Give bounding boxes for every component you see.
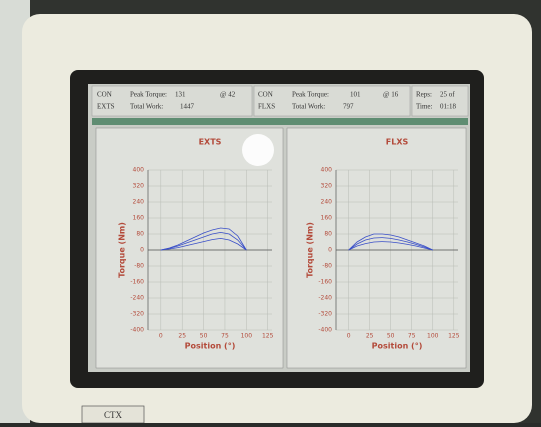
x-tick-label: 125 <box>262 333 274 340</box>
photo: CON Peak Torque: 131 @ 42 EXTS Total Wor… <box>0 0 541 423</box>
header-text: Reps: <box>416 91 432 99</box>
y-tick-label: -80 <box>134 263 144 270</box>
x-tick-label: 100 <box>241 333 253 340</box>
y-tick-label: 320 <box>321 183 333 190</box>
header-text: CON <box>258 91 273 99</box>
x-axis-label: Position (°) <box>372 342 423 351</box>
header-text: CON <box>97 91 112 99</box>
bezel-label: CTX <box>104 410 123 420</box>
x-tick-label: 25 <box>366 333 374 340</box>
y-tick-label: -400 <box>130 327 144 334</box>
y-tick-label: 0 <box>140 247 144 254</box>
header-text: @ 42 <box>220 91 236 99</box>
chart-title: EXTS <box>199 138 222 147</box>
header-text: @ 16 <box>383 91 399 99</box>
x-tick-label: 125 <box>448 333 460 340</box>
header-text: 131 <box>175 91 186 99</box>
header-text: FLXS <box>258 103 275 111</box>
x-tick-label: 75 <box>408 333 416 340</box>
y-tick-label: 400 <box>133 167 145 174</box>
x-axis-label: Position (°) <box>185 342 236 351</box>
x-tick-label: 50 <box>200 333 208 340</box>
y-tick-label: 240 <box>321 199 333 206</box>
header-text: Time: <box>416 103 433 111</box>
y-tick-label: 80 <box>136 231 144 238</box>
status-bar <box>92 118 468 125</box>
y-axis-label: Torque (Nm) <box>118 222 127 278</box>
glare <box>242 134 274 166</box>
y-tick-label: 320 <box>133 183 145 190</box>
y-tick-label: -320 <box>130 311 144 318</box>
y-tick-label: -400 <box>318 327 332 334</box>
header-text: 101 <box>350 91 361 99</box>
x-tick-label: 0 <box>347 333 351 340</box>
y-tick-label: 0 <box>328 247 332 254</box>
header-text: 01:18 <box>440 103 456 111</box>
y-tick-label: -240 <box>318 295 332 302</box>
header-text: Total Work: <box>292 103 325 111</box>
y-tick-label: -160 <box>130 279 144 286</box>
header-text: EXTS <box>97 103 115 111</box>
x-tick-label: 100 <box>427 333 439 340</box>
header-text: Peak Torque: <box>292 91 329 99</box>
y-tick-label: -160 <box>318 279 332 286</box>
y-tick-label: 240 <box>133 199 145 206</box>
chart-title: FLXS <box>386 138 409 147</box>
header-text: Total Work: <box>130 103 163 111</box>
y-tick-label: -80 <box>322 263 332 270</box>
x-tick-label: 50 <box>387 333 395 340</box>
y-tick-label: -320 <box>318 311 332 318</box>
x-tick-label: 75 <box>221 333 229 340</box>
header-text: 797 <box>343 103 354 111</box>
header-text: 25 of <box>440 91 455 99</box>
y-tick-label: -240 <box>130 295 144 302</box>
x-tick-label: 0 <box>159 333 163 340</box>
header-text: 1447 <box>180 103 195 111</box>
y-tick-label: 80 <box>324 231 332 238</box>
y-axis-label: Torque (Nm) <box>306 222 315 278</box>
y-tick-label: 160 <box>321 215 333 222</box>
header-text: Peak Torque: <box>130 91 167 99</box>
y-tick-label: 160 <box>133 215 145 222</box>
x-tick-label: 25 <box>178 333 186 340</box>
y-tick-label: 400 <box>321 167 333 174</box>
